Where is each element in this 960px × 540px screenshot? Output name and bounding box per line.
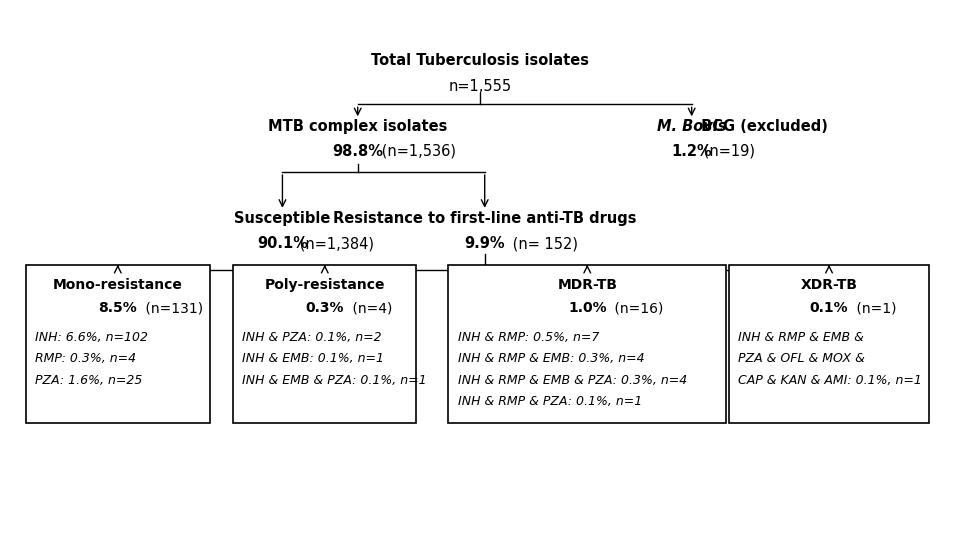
Text: Total Tuberculosis isolates: Total Tuberculosis isolates (371, 53, 589, 69)
Text: INH & RMP & EMB: 0.3%, n=4: INH & RMP & EMB: 0.3%, n=4 (458, 353, 644, 366)
Text: Mono-resistance: Mono-resistance (53, 278, 182, 292)
Text: 90.1%: 90.1% (257, 236, 308, 251)
Text: INH & PZA: 0.1%, n=2: INH & PZA: 0.1%, n=2 (243, 331, 382, 344)
Bar (729, 265, 929, 423)
Text: 9.9%: 9.9% (465, 236, 505, 251)
Text: Poly-resistance: Poly-resistance (265, 278, 385, 292)
Text: INH & EMB & PZA: 0.1%, n=1: INH & EMB & PZA: 0.1%, n=1 (243, 374, 427, 387)
Text: PZA & OFL & MOX &: PZA & OFL & MOX & (738, 353, 865, 366)
Bar (448, 265, 726, 423)
Bar (233, 265, 417, 423)
Text: M. Bovis: M. Bovis (657, 119, 727, 133)
Text: 98.8%: 98.8% (332, 144, 383, 159)
Text: INH & EMB: 0.1%, n=1: INH & EMB: 0.1%, n=1 (243, 353, 384, 366)
Text: (n=1): (n=1) (852, 301, 897, 315)
Text: (n=131): (n=131) (140, 301, 203, 315)
Text: Susceptible: Susceptible (234, 211, 330, 226)
Text: MDR-TB: MDR-TB (557, 278, 617, 292)
Text: Resistance to first-line anti-TB drugs: Resistance to first-line anti-TB drugs (333, 211, 636, 226)
Text: MTB complex isolates: MTB complex isolates (268, 119, 447, 133)
Text: INH: 6.6%, n=102: INH: 6.6%, n=102 (36, 331, 149, 344)
Text: (n=19): (n=19) (700, 144, 756, 159)
Text: 0.3%: 0.3% (305, 301, 344, 315)
Text: (n=4): (n=4) (348, 301, 392, 315)
Text: BCG (excluded): BCG (excluded) (696, 119, 828, 133)
Text: 8.5%: 8.5% (99, 301, 137, 315)
Text: (n=1,384): (n=1,384) (295, 236, 373, 251)
Text: n=1,555: n=1,555 (448, 79, 512, 94)
Text: CAP & KAN & AMI: 0.1%, n=1: CAP & KAN & AMI: 0.1%, n=1 (738, 374, 923, 387)
Text: PZA: 1.6%, n=25: PZA: 1.6%, n=25 (36, 374, 143, 387)
Text: INH & RMP & EMB & PZA: 0.3%, n=4: INH & RMP & EMB & PZA: 0.3%, n=4 (458, 374, 687, 387)
Text: (n= 152): (n= 152) (508, 236, 578, 251)
Text: RMP: 0.3%, n=4: RMP: 0.3%, n=4 (36, 353, 136, 366)
Text: 0.1%: 0.1% (809, 301, 849, 315)
Text: INH & RMP: 0.5%, n=7: INH & RMP: 0.5%, n=7 (458, 331, 599, 344)
Text: INH & RMP & EMB &: INH & RMP & EMB & (738, 331, 864, 344)
Text: (n=1,536): (n=1,536) (376, 144, 456, 159)
Text: XDR-TB: XDR-TB (801, 278, 857, 292)
Bar (26, 265, 209, 423)
Text: (n=16): (n=16) (610, 301, 663, 315)
Text: 1.0%: 1.0% (568, 301, 607, 315)
Text: INH & RMP & PZA: 0.1%, n=1: INH & RMP & PZA: 0.1%, n=1 (458, 395, 642, 408)
Text: 1.2%: 1.2% (671, 144, 712, 159)
